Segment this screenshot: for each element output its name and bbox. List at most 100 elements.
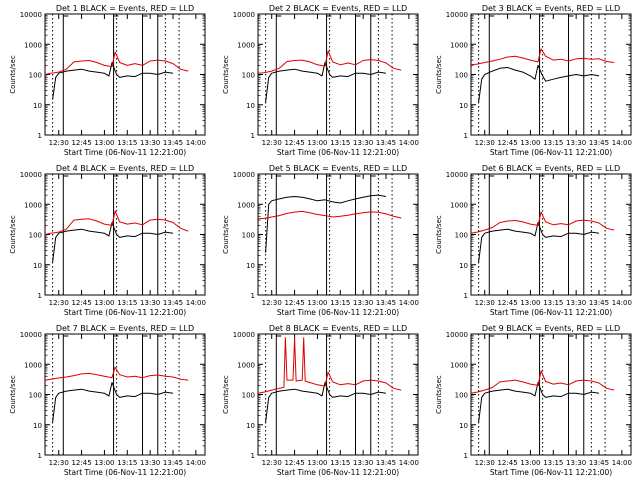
y-axis-label: Counts/sec: [222, 215, 230, 254]
y-tick-label: 10000: [446, 171, 468, 179]
chart-panel-1: 1 10 100 1000 10000 12:30 12:45 13:00 13:15 13:30…: [9, 4, 206, 157]
x-tick-label: 13:00: [307, 139, 327, 147]
plot-frame: [257, 333, 419, 456]
plot-frame: [44, 333, 206, 456]
y-tick-label: 1000: [24, 361, 42, 369]
y-tick-label: 1000: [24, 201, 42, 209]
x-tick-label: 12:45: [497, 459, 517, 467]
y-tick-label: 100: [29, 392, 42, 400]
chart-panel-8: 1 10 100 1000 10000 12:30 12:45 13:00 13:15 13:30…: [222, 324, 419, 477]
x-tick-label: 13:45: [589, 459, 609, 467]
y-tick-label: 1000: [450, 201, 468, 209]
x-tick-label: 13:15: [117, 299, 137, 307]
y-tick-label: 1: [38, 132, 42, 140]
y-tick-label: 1000: [24, 41, 42, 49]
y-tick-label: 1: [38, 292, 42, 300]
y-tick-label: 100: [29, 72, 42, 80]
chart-title: Det 6 BLACK = Events, RED = LLD: [482, 164, 620, 173]
x-axis-label: Start Time (06-Nov-11 12:21:00): [277, 308, 399, 317]
y-tick-label: 10000: [20, 331, 42, 339]
y-tick-label: 10000: [20, 171, 42, 179]
x-tick-label: 13:15: [330, 459, 350, 467]
x-tick-label: 12:45: [497, 139, 517, 147]
chart-title: Det 1 BLACK = Events, RED = LLD: [56, 4, 194, 13]
lld-series-line: [257, 337, 402, 394]
x-tick-label: 13:00: [94, 459, 114, 467]
x-tick-label: 13:15: [330, 139, 350, 147]
y-tick-label: 1000: [450, 361, 468, 369]
y-tick-label: 1: [464, 452, 468, 460]
x-tick-label: 14:00: [399, 139, 419, 147]
plot-frame: [257, 13, 419, 136]
chart-title: Det 2 BLACK = Events, RED = LLD: [269, 4, 407, 13]
y-tick-label: 10000: [20, 11, 42, 19]
plot-frame: [44, 173, 206, 296]
x-tick-label: 14:00: [186, 299, 206, 307]
x-tick-label: 13:30: [140, 459, 160, 467]
x-tick-label: 13:30: [566, 139, 586, 147]
events-series-line: [478, 64, 600, 103]
x-tick-label: 13:45: [376, 299, 396, 307]
plot-frame: [470, 13, 632, 136]
x-axis-label: Start Time (06-Nov-11 12:21:00): [64, 308, 186, 317]
x-tick-label: 12:30: [262, 299, 282, 307]
y-axis-label: Counts/sec: [222, 55, 230, 94]
y-axis-label: Counts/sec: [222, 375, 230, 414]
y-tick-label: 100: [29, 232, 42, 240]
x-tick-label: 12:30: [49, 299, 69, 307]
x-tick-label: 13:00: [94, 139, 114, 147]
x-tick-label: 14:00: [612, 459, 632, 467]
x-tick-label: 12:30: [262, 459, 282, 467]
y-tick-label: 100: [242, 392, 255, 400]
x-tick-label: 14:00: [399, 459, 419, 467]
x-tick-label: 13:00: [94, 299, 114, 307]
x-tick-label: 12:45: [71, 139, 91, 147]
y-axis-label: Counts/sec: [435, 55, 443, 94]
x-tick-label: 12:45: [71, 299, 91, 307]
x-tick-label: 12:30: [475, 139, 495, 147]
x-tick-label: 13:30: [140, 299, 160, 307]
x-tick-label: 12:45: [284, 459, 304, 467]
x-tick-label: 13:00: [520, 459, 540, 467]
y-tick-label: 10: [33, 422, 42, 430]
lld-series-line: [470, 370, 615, 394]
events-series-line: [265, 62, 387, 103]
x-axis-label: Start Time (06-Nov-11 12:21:00): [277, 148, 399, 157]
x-tick-label: 12:45: [284, 299, 304, 307]
x-tick-label: 12:30: [49, 139, 69, 147]
x-tick-label: 12:30: [475, 459, 495, 467]
y-tick-label: 10000: [233, 171, 255, 179]
y-tick-label: 1: [38, 452, 42, 460]
x-tick-label: 13:30: [353, 299, 373, 307]
y-tick-label: 10000: [446, 331, 468, 339]
plot-frame: [44, 13, 206, 136]
chart-title: Det 4 BLACK = Events, RED = LLD: [56, 164, 194, 173]
x-tick-label: 13:15: [117, 139, 137, 147]
y-tick-label: 10: [246, 102, 255, 110]
y-axis-label: Counts/sec: [435, 215, 443, 254]
x-tick-label: 12:45: [71, 459, 91, 467]
chart-panel-4: 1 10 100 1000 10000 12:30 12:45 13:00 13:15 13:30…: [9, 164, 206, 317]
x-axis-label: Start Time (06-Nov-11 12:21:00): [490, 308, 612, 317]
chart-title: Det 3 BLACK = Events, RED = LLD: [482, 4, 620, 13]
x-axis-label: Start Time (06-Nov-11 12:21:00): [64, 468, 186, 477]
x-tick-label: 14:00: [612, 139, 632, 147]
chart-title: Det 7 BLACK = Events, RED = LLD: [56, 324, 194, 333]
events-series-line: [265, 382, 387, 423]
lld-series-line: [470, 211, 615, 234]
x-tick-label: 13:30: [566, 299, 586, 307]
x-axis-label: Start Time (06-Nov-11 12:21:00): [277, 468, 399, 477]
x-tick-label: 13:00: [520, 299, 540, 307]
plot-frame: [470, 333, 632, 456]
x-axis-label: Start Time (06-Nov-11 12:21:00): [490, 148, 612, 157]
x-tick-label: 13:15: [543, 139, 563, 147]
lld-series-line: [44, 366, 189, 381]
y-tick-label: 10: [459, 422, 468, 430]
chart-panel-7: 1 10 100 1000 10000 12:30 12:45 13:00 13:15 13:30…: [9, 324, 206, 477]
lld-series-line: [470, 48, 615, 66]
x-tick-label: 14:00: [186, 459, 206, 467]
x-tick-label: 13:00: [520, 139, 540, 147]
x-tick-label: 13:15: [543, 299, 563, 307]
x-tick-label: 12:30: [49, 459, 69, 467]
